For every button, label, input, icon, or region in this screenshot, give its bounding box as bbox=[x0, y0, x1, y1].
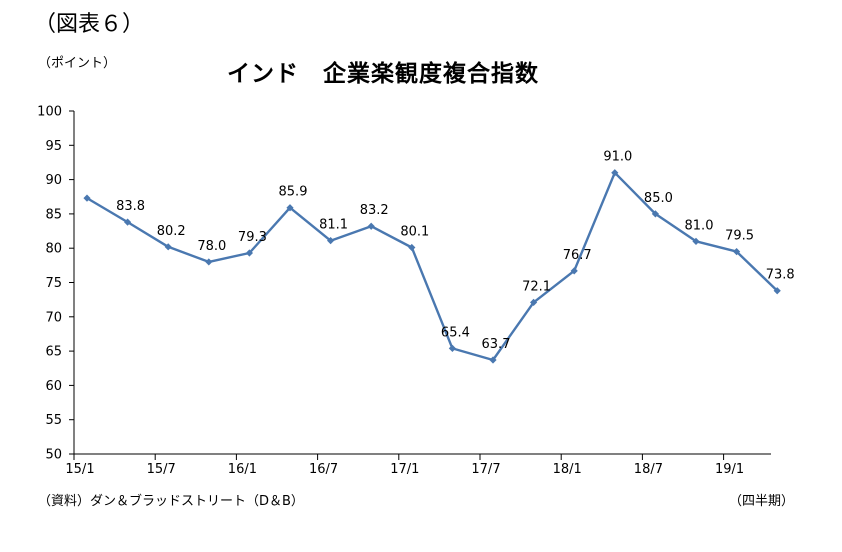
y-axis-unit-label: （ポイント） bbox=[38, 56, 117, 71]
y-tick-label: 65 bbox=[45, 345, 62, 360]
data-label: 63.7 bbox=[482, 337, 511, 352]
data-point bbox=[773, 287, 781, 295]
x-tick-label: 16/1 bbox=[228, 462, 257, 477]
y-tick-labels: 50 55 60 65 70 75 80 85 90 95 100 bbox=[37, 105, 62, 463]
data-point bbox=[692, 237, 700, 245]
data-label: 80.1 bbox=[400, 225, 429, 240]
x-tick-label: 18/7 bbox=[634, 462, 663, 477]
data-point bbox=[164, 243, 172, 251]
data-label: 85.9 bbox=[279, 185, 308, 200]
data-point bbox=[245, 249, 253, 257]
data-label: 78.0 bbox=[197, 239, 226, 254]
x-tick-label: 16/7 bbox=[309, 462, 338, 477]
x-tick-label: 18/1 bbox=[553, 462, 582, 477]
data-label: 91.0 bbox=[603, 150, 632, 165]
x-tick-label: 15/1 bbox=[65, 462, 94, 477]
data-label: 80.2 bbox=[157, 224, 186, 239]
data-point bbox=[408, 243, 416, 252]
data-point bbox=[733, 248, 741, 256]
y-tick-label: 55 bbox=[45, 413, 62, 428]
data-label: 65.4 bbox=[441, 325, 470, 340]
data-label: 79.5 bbox=[725, 229, 754, 244]
y-tick-label: 50 bbox=[45, 448, 62, 463]
data-point bbox=[570, 267, 578, 275]
data-point bbox=[611, 169, 619, 177]
data-point bbox=[448, 344, 456, 352]
y-tick-label: 75 bbox=[45, 276, 62, 291]
data-label: 83.2 bbox=[360, 203, 389, 218]
data-point bbox=[327, 237, 335, 245]
data-point bbox=[367, 222, 375, 230]
x-tick-label: 15/7 bbox=[147, 462, 176, 477]
data-point bbox=[205, 258, 213, 266]
chart-title: インド 企業楽観度複合指数 bbox=[227, 61, 539, 87]
y-tick-label: 70 bbox=[45, 310, 62, 325]
figure-label: （図表６） bbox=[34, 12, 145, 37]
data-label: 83.8 bbox=[116, 199, 145, 214]
source-note: （資料）ダン＆ブラッドストリート（D＆B） bbox=[38, 494, 304, 509]
data-labels: 83.8 80.2 78.0 79.3 85.9 81.1 83.2 80.1 65.4 63.7… bbox=[116, 150, 795, 352]
data-point bbox=[124, 218, 132, 226]
series-layer bbox=[83, 169, 781, 364]
y-tick-label: 60 bbox=[45, 379, 62, 394]
y-tick-label: 90 bbox=[45, 173, 62, 188]
x-tick-label: 17/7 bbox=[471, 462, 500, 477]
axes bbox=[69, 110, 771, 460]
data-label: 76.7 bbox=[563, 248, 592, 263]
x-tick-labels: 15/1 15/7 16/1 16/7 17/1 17/7 18/1 18/7 19/1 bbox=[65, 462, 744, 477]
data-label: 79.3 bbox=[238, 230, 267, 245]
y-tick-label: 80 bbox=[45, 242, 62, 257]
data-point bbox=[83, 194, 91, 202]
x-tick-label: 17/1 bbox=[390, 462, 419, 477]
data-point bbox=[530, 298, 538, 306]
data-point bbox=[489, 356, 497, 364]
y-tick-label: 85 bbox=[45, 207, 62, 222]
y-tick-label: 95 bbox=[45, 139, 62, 154]
series-line bbox=[86, 171, 779, 362]
data-label: 73.8 bbox=[766, 268, 795, 283]
y-tick-label: 100 bbox=[37, 105, 62, 120]
data-point bbox=[651, 210, 659, 218]
data-point bbox=[286, 204, 294, 212]
data-label: 72.1 bbox=[522, 279, 551, 294]
data-label: 81.1 bbox=[319, 218, 348, 233]
data-label: 85.0 bbox=[644, 191, 673, 206]
data-label: 81.0 bbox=[685, 218, 714, 233]
x-tick-label: 19/1 bbox=[715, 462, 744, 477]
period-note: （四半期） bbox=[729, 494, 795, 509]
